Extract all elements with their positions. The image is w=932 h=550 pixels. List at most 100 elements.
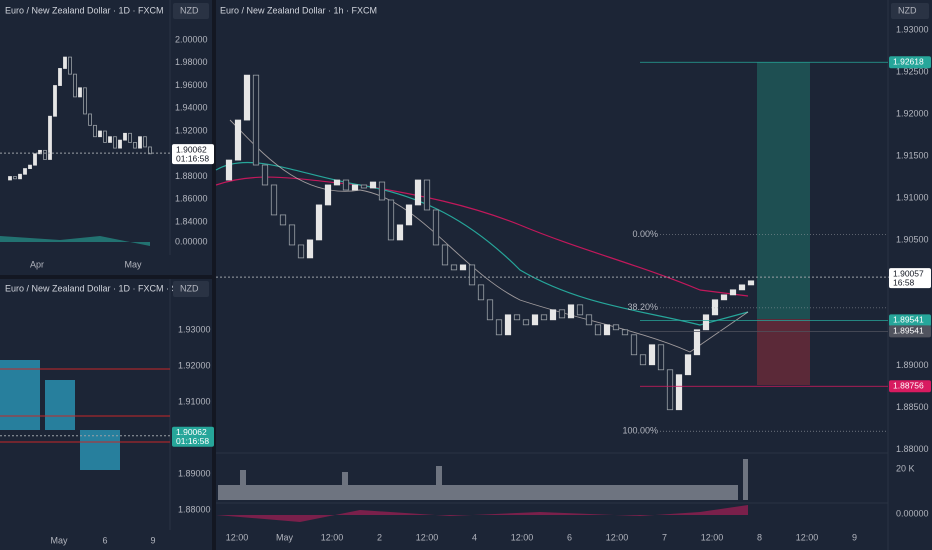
loss-zone[interactable] <box>757 319 810 385</box>
candle <box>630 334 638 356</box>
volume-band <box>218 485 738 500</box>
price-badge <box>889 380 931 393</box>
candle <box>621 329 629 336</box>
candle <box>729 289 737 296</box>
candle <box>513 314 521 321</box>
candle <box>133 142 137 149</box>
ma-mid <box>215 161 749 326</box>
candle <box>297 244 305 259</box>
candle <box>138 136 142 149</box>
candle <box>423 179 431 211</box>
candle <box>225 159 233 181</box>
candle <box>83 87 87 115</box>
indicator-label: 0.00000 <box>896 508 929 518</box>
y-tick-label: 1.94000 <box>175 103 208 113</box>
y-tick-label: 1.98000 <box>175 57 208 67</box>
candle <box>73 73 77 98</box>
y-tick-label: 1.89000 <box>896 360 929 370</box>
price-badge <box>889 314 931 327</box>
candle <box>53 85 57 117</box>
candle <box>657 344 665 371</box>
candle <box>378 181 386 201</box>
candle <box>324 184 332 206</box>
x-tick-label: 12:00 <box>701 532 724 542</box>
candle <box>558 309 566 319</box>
x-tick-label: 6 <box>567 532 572 542</box>
candle <box>585 314 593 326</box>
indicator-label: 0.00000 <box>175 236 208 246</box>
currency-badge[interactable] <box>173 281 209 297</box>
x-tick-label: May <box>124 259 142 269</box>
candle <box>720 294 728 301</box>
candle <box>360 184 368 189</box>
candle <box>666 369 674 411</box>
x-tick-label: 9 <box>852 532 857 542</box>
profit-zone[interactable] <box>757 62 810 319</box>
main-pane <box>216 0 932 550</box>
candle <box>495 319 503 336</box>
price-badge <box>889 325 931 338</box>
x-tick-label: 12:00 <box>321 532 344 542</box>
candle <box>28 164 32 169</box>
candle <box>450 264 458 271</box>
candle <box>58 68 62 86</box>
fib-label: 100.00% <box>622 426 658 436</box>
y-tick-label: 1.91000 <box>178 396 211 406</box>
candle <box>68 56 72 75</box>
price-badge-text: 1.90057 <box>893 268 924 278</box>
candle <box>684 354 692 376</box>
candle <box>306 239 314 259</box>
candle <box>396 224 404 241</box>
candle <box>504 314 512 336</box>
price-badge <box>889 56 931 69</box>
profile-block <box>45 380 75 430</box>
candle <box>123 132 127 141</box>
countdown-text: 01:16:58 <box>176 153 209 163</box>
candle <box>603 324 611 336</box>
y-tick-label: 1.88000 <box>896 444 929 454</box>
fib-label: 38.20% <box>627 302 658 312</box>
candle <box>351 184 359 191</box>
x-tick-label: 12:00 <box>511 532 534 542</box>
candle <box>414 179 422 206</box>
candle <box>711 299 719 316</box>
y-tick-label: 1.88000 <box>175 171 208 181</box>
price-badge <box>889 268 931 289</box>
x-tick-label: 8 <box>757 532 762 542</box>
candle <box>459 264 467 271</box>
candle <box>594 324 602 336</box>
candle <box>387 199 395 241</box>
price-badge-text: 1.89541 <box>893 326 924 336</box>
candle <box>243 74 251 121</box>
candle <box>405 204 413 226</box>
candle <box>48 115 52 160</box>
x-tick-label: Apr <box>30 259 44 269</box>
candle <box>567 304 575 319</box>
candle <box>486 299 494 321</box>
y-tick-label: 2.00000 <box>175 34 208 44</box>
candle <box>441 244 449 266</box>
candle <box>288 224 296 246</box>
profile-block <box>0 360 40 430</box>
candle <box>270 184 278 216</box>
x-tick-label: May <box>276 532 294 542</box>
candle <box>342 179 350 191</box>
candle <box>38 149 42 155</box>
candle <box>23 168 27 175</box>
panel-title: Euro / New Zealand Dollar · 1h · FXCM <box>220 5 377 15</box>
x-tick-label: 12:00 <box>606 532 629 542</box>
currency-badge[interactable] <box>173 3 209 19</box>
x-tick-label: 12:00 <box>416 532 439 542</box>
countdown-text: 16:58 <box>893 277 915 287</box>
candle <box>540 314 548 321</box>
y-tick-label: 1.90500 <box>896 234 929 244</box>
candle <box>128 132 132 143</box>
x-tick-label: 2 <box>377 532 382 542</box>
panel-title: Euro / New Zealand Dollar · 1D · FXCM · … <box>5 283 202 293</box>
currency-badge[interactable] <box>891 3 929 19</box>
volume-bar <box>436 466 442 500</box>
x-tick-label: 12:00 <box>796 532 819 542</box>
candle <box>118 139 122 149</box>
candle <box>477 284 485 301</box>
